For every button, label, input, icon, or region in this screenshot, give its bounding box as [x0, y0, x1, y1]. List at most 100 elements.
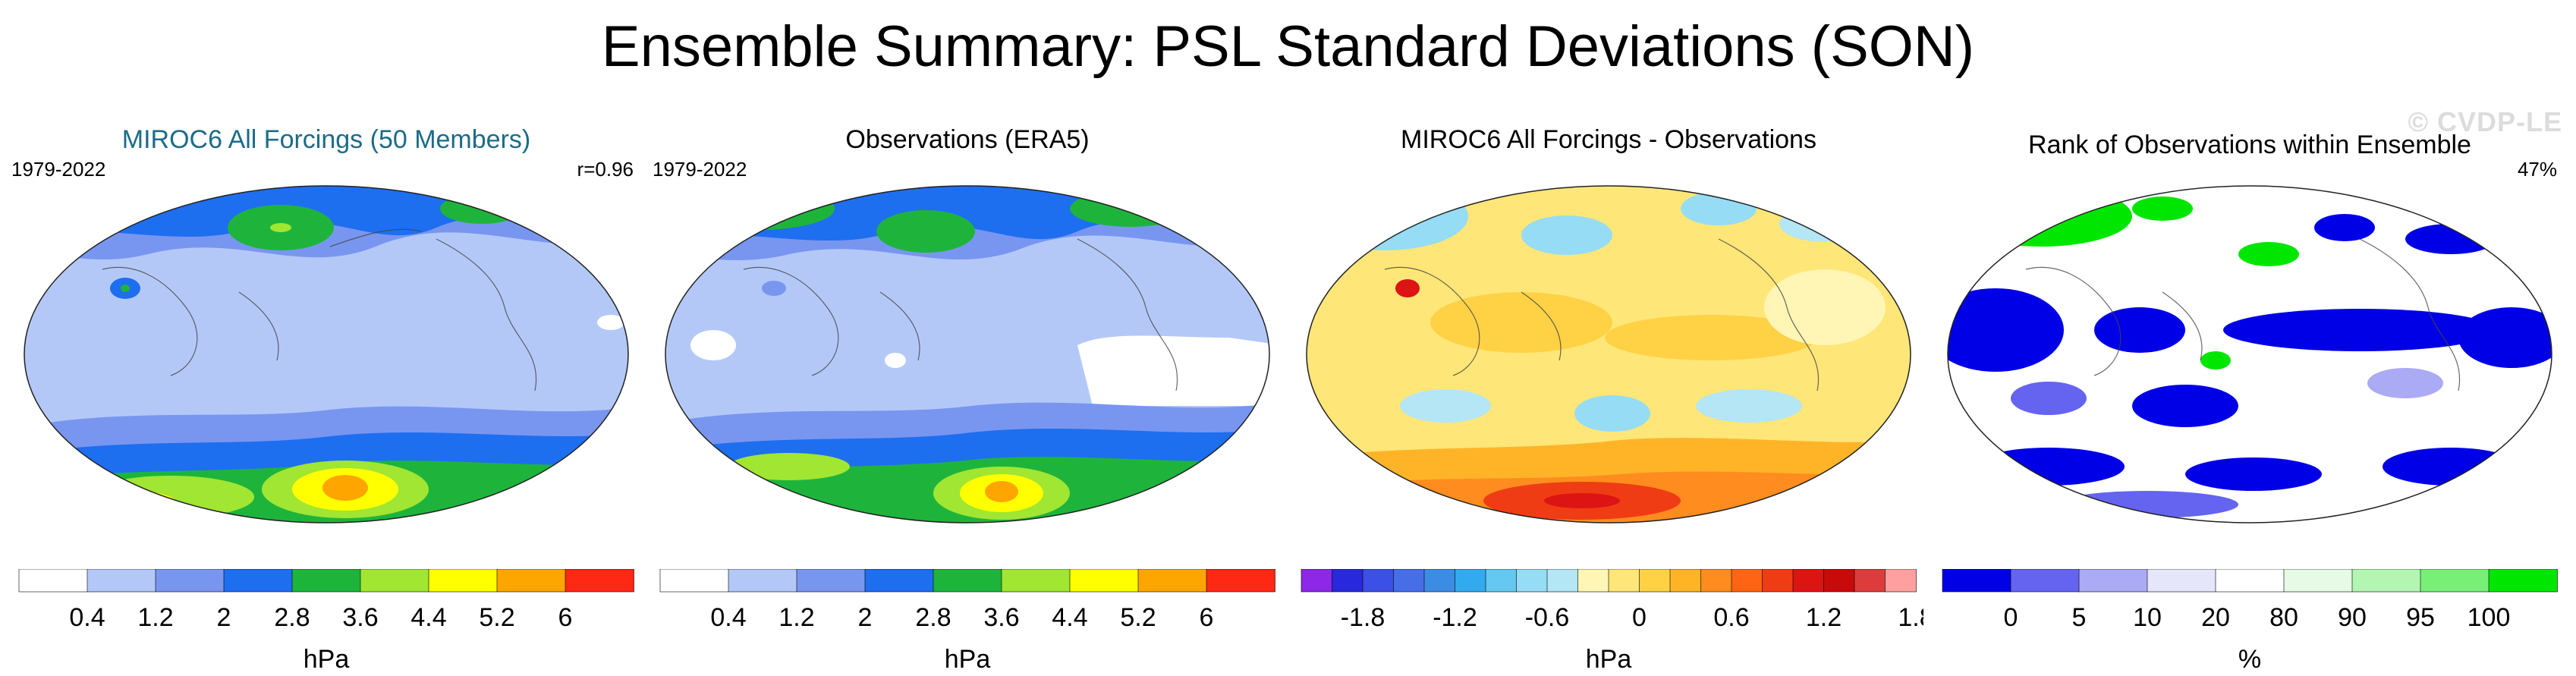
colorbar-swatch [796, 569, 866, 593]
colorbar-swatch [2215, 569, 2285, 593]
colorbar-swatch [2420, 569, 2490, 593]
colorbar-tick-label: 2 [858, 603, 873, 632]
panel-title: Observations (ERA5) [845, 125, 1090, 154]
colorbar-swatch [1823, 569, 1855, 593]
colorbar-swatch [1485, 569, 1518, 593]
colorbar-swatch [565, 569, 634, 593]
colorbar-tick-label: 5.2 [1120, 603, 1156, 632]
colorbar-tick-label: 5.2 [479, 603, 514, 632]
colorbar-tick-label: 0 [1632, 603, 1647, 632]
colorbar-swatch [1069, 569, 1139, 593]
panel-title: Rank of Observations within Ensemble [2028, 130, 2471, 159]
colorbar-unit: % [2238, 645, 2261, 674]
colorbar-swatch [2351, 569, 2421, 593]
colorbar-tick-label: 1.2 [1806, 603, 1842, 632]
colorbar-swatch [1001, 569, 1071, 593]
colorbar-tick-label: 0.4 [69, 603, 105, 632]
colorbar-tick-label: 80 [2269, 603, 2298, 632]
colorbar-swatch [864, 569, 934, 593]
period-label: 1979-2022 [11, 158, 106, 181]
colorbar-tick-label: 95 [2406, 603, 2435, 632]
colorbar-tick-label: 3.6 [342, 603, 378, 632]
watermark: © CVDP-LE [2408, 106, 2562, 137]
colorbar-swatch [428, 569, 498, 593]
colorbar-tick-label: 4.4 [410, 603, 446, 632]
colorbar-swatch [1301, 569, 1333, 593]
panel-obs-std: Observations (ERA5) 1979-2022 [653, 114, 1282, 674]
colorbar-tick-label: -0.6 [1525, 603, 1570, 632]
colorbar-tick-label: 100 [2467, 603, 2511, 632]
colorbar-swatch [1792, 569, 1825, 593]
map-difference [1306, 185, 1911, 524]
colorbar-swatch [2488, 569, 2558, 593]
colorbar-difference: -1.8 -1.2 -0.6 0 0.6 1.2 1.8 hPa [1301, 569, 1923, 674]
colorbar-swatch [2147, 569, 2216, 593]
colorbar-tick-label: 2 [217, 603, 231, 632]
colorbar-swatch [1455, 569, 1486, 593]
colorbar-swatch [291, 569, 361, 593]
colorbar-unit: hPa [304, 645, 350, 674]
colorbar-tick-label: 10 [2133, 603, 2162, 632]
colorbar-swatch [1577, 569, 1609, 593]
colorbar-obs-std: 0.4 1.2 2 2.8 3.6 4.4 5.2 6 hPa [659, 569, 1275, 674]
colorbar-swatch [1669, 569, 1702, 593]
panel-rank: Rank of Observations within Ensemble 47% [1935, 114, 2565, 674]
colorbar-tick-label: 2.8 [915, 603, 951, 632]
panel-model-std: MIROC6 All Forcings (50 Members) 1979-20… [11, 114, 641, 674]
colorbar-tick-label: 20 [2201, 603, 2230, 632]
colorbar-tick-label: 1.8 [1898, 603, 1923, 632]
colorbar-tick-label: 3.6 [983, 603, 1019, 632]
colorbar-swatch [1332, 569, 1363, 593]
colorbar-swatch [496, 569, 566, 593]
colorbar-swatch [1942, 569, 2011, 593]
colorbar-swatch [1885, 569, 1917, 593]
colorbar-swatch [1700, 569, 1732, 593]
map-model-std [24, 185, 629, 524]
colorbar-swatch [2078, 569, 2148, 593]
colorbar-tick-label: -1.8 [1341, 603, 1386, 632]
colorbar-tick-label: 2.8 [274, 603, 310, 632]
colorbar-swatch [1362, 569, 1395, 593]
panel-title: MIROC6 All Forcings (50 Members) [121, 125, 531, 154]
colorbar-tick-label: 6 [1200, 603, 1214, 632]
colorbar-swatch [1608, 569, 1640, 593]
colorbar-swatch [1639, 569, 1671, 593]
colorbar-swatch [728, 569, 797, 593]
figure-title: Ensemble Summary: PSL Standard Deviation… [601, 14, 1975, 79]
colorbar-swatch [86, 569, 156, 593]
colorbar-swatch [1854, 569, 1886, 593]
colorbar-swatch [1516, 569, 1548, 593]
colorbar-swatch [360, 569, 429, 593]
colorbar-swatch [1137, 569, 1207, 593]
rank-percent-label: 47% [2517, 158, 2557, 181]
colorbar-rank: 0 5 10 20 80 90 95 100 % [1942, 569, 2558, 674]
colorbar-tick-label: 6 [558, 603, 573, 632]
colorbar-swatch [659, 569, 729, 593]
colorbar-swatch [223, 569, 293, 593]
colorbar-unit: hPa [945, 645, 991, 674]
colorbar-swatch [1731, 569, 1763, 593]
colorbar-tick-label: 5 [2072, 603, 2087, 632]
colorbar-tick-label: 1.2 [778, 603, 814, 632]
colorbar-tick-label: 0.4 [710, 603, 746, 632]
colorbar-tick-label: 4.4 [1052, 603, 1087, 632]
colorbar-swatch [1206, 569, 1275, 593]
colorbar-model-std: 0.4 1.2 2 2.8 3.6 4.4 5.2 6 hPa [18, 569, 634, 674]
colorbar-swatch [1393, 569, 1425, 593]
map-rank [1947, 185, 2552, 524]
colorbar-tick-label: 90 [2338, 603, 2367, 632]
colorbar-swatch [1546, 569, 1579, 593]
colorbar-swatch [2010, 569, 2080, 593]
period-label: 1979-2022 [653, 158, 747, 181]
correlation-label: r=0.96 [577, 158, 634, 181]
colorbar-swatch [18, 569, 88, 593]
panel-title: MIROC6 All Forcings - Observations [1401, 125, 1816, 154]
colorbar-swatch [2283, 569, 2353, 593]
colorbar-tick-label: -1.2 [1433, 603, 1477, 632]
colorbar-swatch [933, 569, 1002, 593]
colorbar-swatch [155, 569, 225, 593]
colorbar-tick-label: 1.2 [137, 603, 173, 632]
colorbar-swatch [1762, 569, 1794, 593]
colorbar-swatch [1423, 569, 1456, 593]
colorbar-tick-label: 0.6 [1713, 603, 1749, 632]
